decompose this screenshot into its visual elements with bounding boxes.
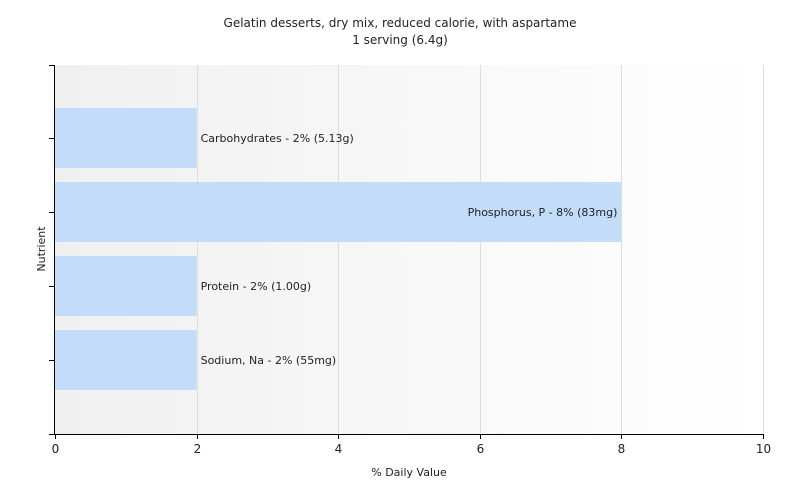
bar-label-phosphorus-p: Phosphorus, P - 8% (83mg): [468, 206, 618, 219]
chart-subtitle: 1 serving (6.4g): [352, 33, 448, 47]
x-tick-label-8: 8: [618, 442, 626, 456]
x-tick-label-6: 6: [477, 442, 485, 456]
bar-label-protein: Protein - 2% (1.00g): [201, 280, 312, 293]
gridlines: [197, 65, 764, 434]
bars: [55, 108, 622, 390]
x-ticks: 0 2 4 6 8 10: [52, 434, 771, 456]
x-tick-label-10: 10: [756, 442, 771, 456]
bar-label-sodium-na: Sodium, Na - 2% (55mg): [201, 354, 337, 367]
x-axis-label: % Daily Value: [371, 466, 447, 479]
x-tick-label-2: 2: [194, 442, 202, 456]
bar-protein: [55, 256, 197, 316]
x-tick-label-0: 0: [52, 442, 60, 456]
bar-sodium-na: [55, 330, 197, 390]
bar-phosphorus-p: [55, 182, 622, 242]
y-ticks: [49, 65, 54, 435]
bar-carbohydrates: [55, 108, 197, 168]
bar-labels: Carbohydrates - 2% (5.13g) Phosphorus, P …: [201, 132, 618, 367]
chart-title: Gelatin desserts, dry mix, reduced calor…: [224, 16, 577, 30]
x-tick-label-4: 4: [335, 442, 343, 456]
bar-label-carbohydrates: Carbohydrates - 2% (5.13g): [201, 132, 354, 145]
y-axis-label: Nutrient: [35, 226, 48, 272]
